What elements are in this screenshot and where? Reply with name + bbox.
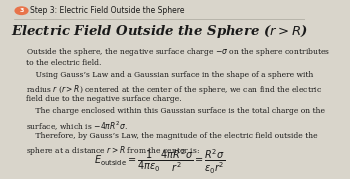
Text: Using Gauss’s Law and a Gaussian surface in the shape of a sphere with: Using Gauss’s Law and a Gaussian surface… xyxy=(26,71,313,79)
Text: Step 3: Electric Field Outside the Sphere: Step 3: Electric Field Outside the Spher… xyxy=(30,6,185,15)
Text: to the electric field.: to the electric field. xyxy=(26,59,101,67)
Text: Outside the sphere, the negative surface charge $-\sigma$ on the sphere contribu: Outside the sphere, the negative surface… xyxy=(26,46,330,58)
Text: The charge enclosed within this Gaussian surface is the total charge on the: The charge enclosed within this Gaussian… xyxy=(26,107,325,115)
Circle shape xyxy=(15,7,28,14)
Text: Therefore, by Gauss’s Law, the magnitude of the electric field outside the: Therefore, by Gauss’s Law, the magnitude… xyxy=(26,132,317,140)
Text: sphere at a distance $r > R$ from the center is:: sphere at a distance $r > R$ from the ce… xyxy=(26,144,200,157)
Text: Electric Field Outside the Sphere ($r > R$): Electric Field Outside the Sphere ($r > … xyxy=(11,23,308,40)
Text: surface, which is $-4\pi R^2\sigma$.: surface, which is $-4\pi R^2\sigma$. xyxy=(26,120,128,133)
Text: field due to the negative surface charge.: field due to the negative surface charge… xyxy=(26,95,182,103)
Text: 3: 3 xyxy=(19,8,24,13)
Text: $E_{\mathrm{outside}} = \dfrac{1}{4\pi\varepsilon_0}\dfrac{4\pi R^2\sigma}{r^2} : $E_{\mathrm{outside}} = \dfrac{1}{4\pi\v… xyxy=(94,147,225,176)
Text: radius $r$ ($r > R$) centered at the center of the sphere, we can find the elect: radius $r$ ($r > R$) centered at the cen… xyxy=(26,83,322,96)
